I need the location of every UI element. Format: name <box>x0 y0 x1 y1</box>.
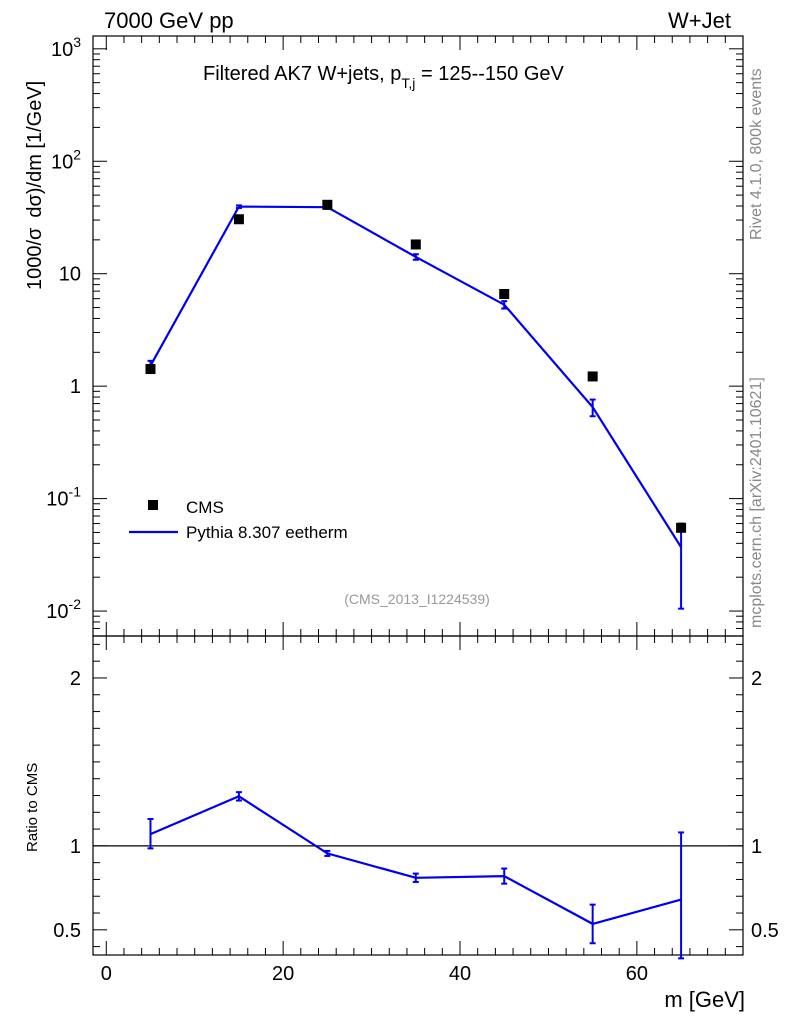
header-left: 7000 GeV pp <box>104 8 234 33</box>
y-tick-label-main: 10-1 <box>46 484 81 511</box>
analysis-id: (CMS_2013_I1224539) <box>344 591 490 607</box>
y-tick-label-ratio: 1 <box>70 836 81 858</box>
y-tick-label-ratio-right: 1 <box>751 836 762 858</box>
main-y-axis: 10-2 10-1 1 10 102 103 <box>46 34 743 637</box>
ratio-plot-frame <box>92 635 744 956</box>
y-tick-label-main: 1 <box>70 376 81 398</box>
legend-label-mc: Pythia 8.307 eetherm <box>186 523 348 542</box>
main-y-axis-label: 1000/σdσ)/dm [1/GeV] <box>24 81 46 290</box>
cms-data-point <box>676 522 687 533</box>
cms-data-point <box>499 289 510 300</box>
y-tick-label-ratio: 2 <box>70 668 81 690</box>
y-tick-label-ratio-right: 0.5 <box>751 920 779 942</box>
cms-data-point <box>587 371 598 382</box>
legend-marker-cms <box>148 500 158 510</box>
y-tick-label-main: 102 <box>51 146 81 173</box>
x-tick-label: 60 <box>626 963 648 985</box>
cms-data-point <box>233 214 244 225</box>
ratio-y-axis-label: Ratio to CMS <box>24 763 41 852</box>
x-tick-label: 40 <box>449 963 471 985</box>
main-plot-frame <box>92 35 744 637</box>
y-tick-label-ratio: 0.5 <box>53 920 81 942</box>
ratio-y-axis: 0.5 0.5 1 1 2 2 <box>53 643 779 948</box>
y-tick-label-main: 10 <box>59 264 81 286</box>
mcplots-label: mcplots.cern.ch [arXiv:2401.10621] <box>748 377 765 628</box>
y-tick-label-main: 103 <box>51 34 81 61</box>
plot-title: Filtered AK7 W+jets, pT,j = 125--150 GeV <box>203 63 565 91</box>
mc-line-ratio <box>150 795 682 926</box>
x-tick-label: 0 <box>101 963 112 985</box>
cms-data-series <box>145 199 687 533</box>
mc-series-main <box>147 204 685 610</box>
header-right: W+Jet <box>668 8 731 33</box>
y-tick-label-main: 10-2 <box>46 596 81 623</box>
legend: CMS Pythia 8.307 eetherm <box>129 498 348 542</box>
x-axis: 0 20 40 60 <box>101 36 726 985</box>
rivet-version-label: Rivet 4.1.0, 800k events <box>748 68 765 240</box>
y-tick-label-ratio-right: 2 <box>751 668 762 690</box>
cms-data-point <box>322 199 333 210</box>
x-tick-label: 20 <box>272 963 294 985</box>
legend-label-cms: CMS <box>186 498 224 517</box>
mc-series-ratio <box>147 791 685 960</box>
cms-data-point <box>410 239 421 250</box>
x-axis-label: m [GeV] <box>664 987 745 1012</box>
cms-data-point <box>145 364 156 375</box>
